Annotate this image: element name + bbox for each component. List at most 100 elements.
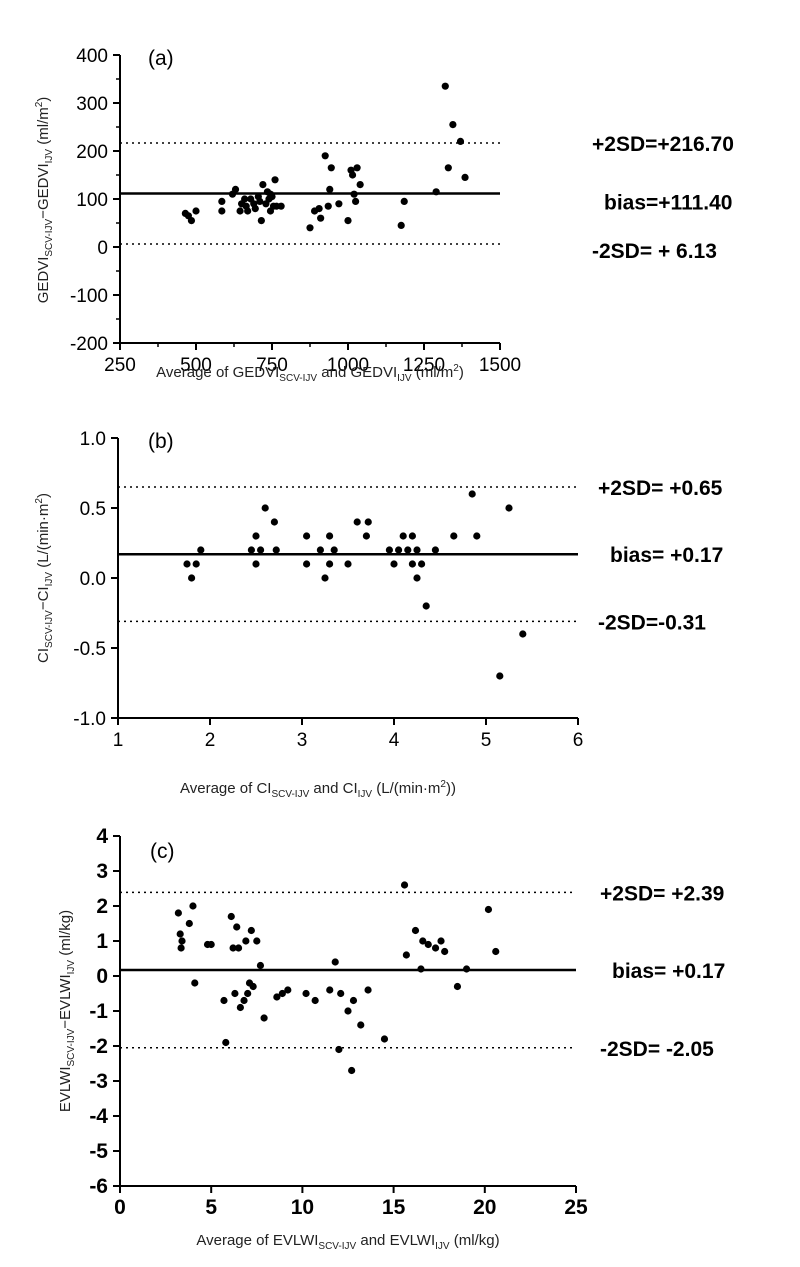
lower-limit-label: -2SD= + 6.13 [592, 240, 717, 263]
y-tick-label: 300 [76, 94, 108, 115]
data-point [191, 979, 199, 987]
x-tick-label: 500 [180, 355, 212, 376]
x-tick-label: 6 [573, 730, 584, 751]
x-tick-label: 5 [481, 730, 492, 751]
data-point [183, 560, 191, 568]
x-tick-label: 1500 [479, 355, 521, 376]
upper-limit-label: +2SD= +0.65 [598, 477, 723, 500]
data-point [253, 937, 261, 945]
data-point [418, 560, 426, 568]
data-point [321, 152, 329, 160]
data-point [251, 205, 259, 213]
bias-label: bias= +0.17 [610, 544, 723, 567]
data-point [242, 937, 250, 945]
data-point [218, 197, 226, 205]
data-point [326, 986, 334, 994]
data-point [337, 989, 345, 998]
y-tick-label: -0.5 [73, 639, 106, 660]
data-point [236, 207, 244, 215]
data-point [220, 996, 228, 1005]
y-tick-label: -3 [89, 1070, 108, 1093]
data-point [505, 504, 513, 512]
lower-limit-label: -2SD= -2.05 [600, 1038, 714, 1061]
data-point [185, 919, 193, 928]
data-point [496, 672, 504, 680]
y-tick-label: -2 [89, 1035, 108, 1058]
data-point [331, 958, 339, 966]
x-axis-label: Average of GEDVISCV-IJV and GEDVIIJV (ml… [156, 363, 464, 384]
data-point [400, 881, 409, 889]
data-point [408, 532, 416, 540]
data-point [284, 986, 292, 994]
data-point [273, 993, 281, 1001]
data-point [303, 560, 311, 568]
data-point [229, 944, 237, 952]
data-point [177, 944, 185, 952]
data-point [353, 518, 361, 526]
data-point [364, 986, 372, 994]
data-point [244, 989, 252, 998]
data-point [302, 989, 310, 998]
y-tick-label: 0 [97, 238, 108, 259]
data-point [484, 905, 493, 914]
data-point [303, 532, 311, 540]
data-point [350, 190, 358, 198]
data-point [461, 173, 469, 181]
data-point [249, 982, 257, 991]
data-point [462, 965, 471, 973]
data-point [353, 164, 361, 172]
data-point [240, 996, 248, 1005]
data-point [277, 202, 285, 210]
y-axis-label: CISCV-IJV−CIIJV (L/(min·m2) [34, 493, 55, 663]
data-point [233, 923, 241, 931]
x-tick-label: 2 [205, 730, 216, 751]
y-tick-label: 3 [96, 860, 108, 883]
data-point [247, 926, 255, 935]
data-point [189, 902, 197, 910]
data-point [197, 546, 205, 554]
panel-a: -200 -100 0 100 200 300 400 250 500 750 1000 1250 15… [34, 46, 734, 384]
data-point [326, 532, 334, 540]
upper-limit-label: +2SD=+216.70 [592, 133, 734, 156]
data-point [449, 121, 457, 129]
y-tick-label: -100 [70, 286, 108, 307]
y-tick-label: 2 [96, 895, 108, 918]
data-point [306, 224, 314, 232]
data-point [324, 202, 332, 210]
data-point [178, 937, 186, 945]
x-tick-label: 1250 [403, 355, 445, 376]
data-point [348, 1066, 356, 1075]
data-point [236, 1003, 244, 1012]
data-point [234, 944, 243, 952]
data-point [519, 630, 527, 638]
data-point [408, 560, 416, 568]
data-point [260, 1014, 268, 1022]
data-point [247, 546, 255, 554]
data-point [327, 164, 335, 172]
panel-b: -1.0 -0.5 0.0 0.5 1.0 1 2 3 4 5 6 +2SD= +0.65 bias= … [34, 429, 723, 800]
data-point [330, 546, 338, 554]
data-point [241, 195, 249, 203]
data-point [473, 532, 481, 540]
data-point [357, 1021, 365, 1029]
data-point [231, 185, 240, 193]
data-point [395, 546, 403, 554]
y-tick-label: -200 [70, 334, 108, 355]
data-point [450, 532, 458, 540]
data-point [257, 546, 265, 554]
bias-label: bias= +0.17 [612, 960, 725, 983]
x-axis-label: Average of CISCV-IJV and CIIJV (L/(min·m… [180, 779, 456, 800]
data-point [422, 602, 430, 610]
data-point [259, 181, 267, 189]
data-point [326, 560, 334, 568]
x-tick-label: 25 [564, 1196, 588, 1219]
y-tick-label: 4 [96, 825, 108, 848]
data-point [257, 217, 265, 225]
y-tick-label: -5 [89, 1140, 108, 1163]
x-tick-label: 4 [389, 730, 400, 751]
y-tick-label: 400 [76, 46, 108, 67]
data-point [431, 546, 439, 554]
data-point [271, 176, 279, 184]
data-point [192, 207, 200, 215]
data-point [444, 164, 452, 172]
